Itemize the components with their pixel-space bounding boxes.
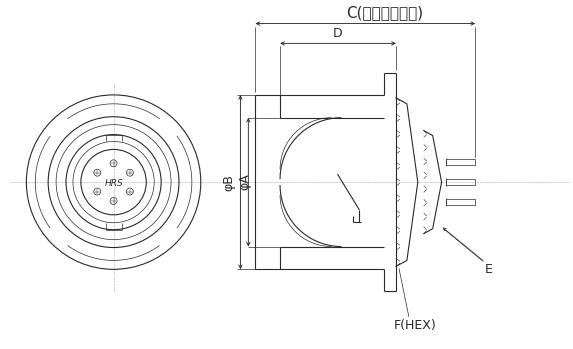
Bar xyxy=(446,179,475,185)
Text: φA: φA xyxy=(238,174,252,191)
Text: E: E xyxy=(485,263,493,276)
Bar xyxy=(446,199,475,205)
Text: F(HEX): F(HEX) xyxy=(394,319,436,332)
Text: HRS: HRS xyxy=(105,179,124,188)
Text: φB: φB xyxy=(222,174,236,191)
Text: C(コネクタ全長): C(コネクタ全長) xyxy=(347,6,423,21)
Text: D: D xyxy=(333,28,343,40)
Bar xyxy=(446,159,475,165)
